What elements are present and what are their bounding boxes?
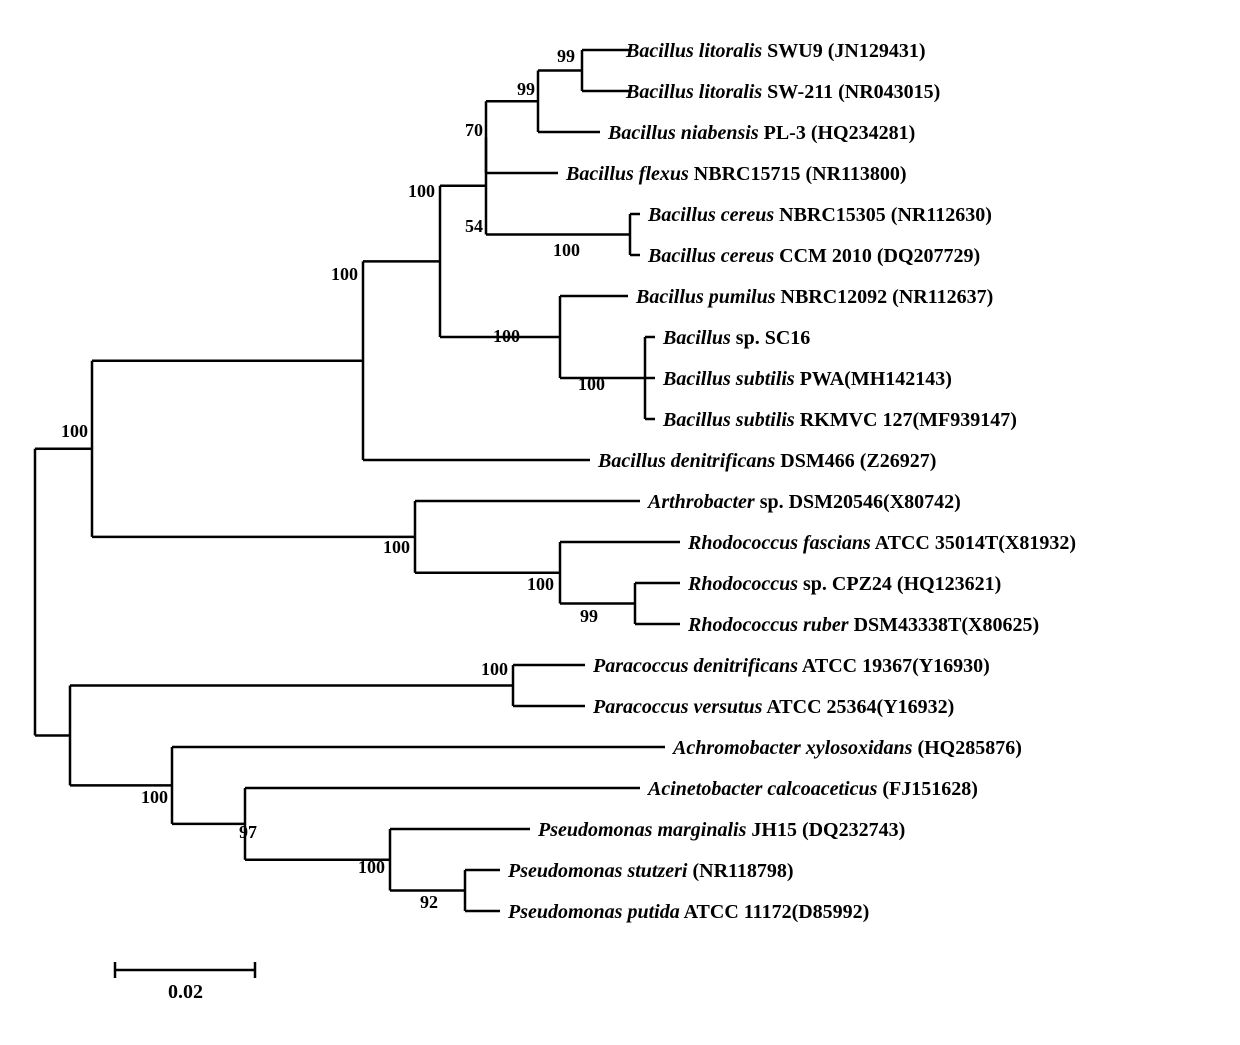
taxon-label: Bacillus litoralis SWU9 (JN129431) xyxy=(625,40,926,62)
taxon-label: Pseudomonas putida ATCC 11172(D85992) xyxy=(507,901,869,923)
taxon-label: Bacillus subtilis RKMVC 127(MF939147) xyxy=(662,409,1017,431)
taxon-label: Bacillus cereus NBRC15305 (NR112630) xyxy=(647,204,992,226)
bootstrap-value: 100 xyxy=(481,659,508,679)
taxon-label: Bacillus litoralis SW-211 (NR043015) xyxy=(625,81,940,103)
bootstrap-value: 100 xyxy=(141,787,168,807)
taxon-label: Rhodococcus sp. CPZ24 (HQ123621) xyxy=(687,573,1001,595)
bootstrap-value: 100 xyxy=(408,181,435,201)
taxon-label: Bacillus pumilus NBRC12092 (NR112637) xyxy=(635,286,993,308)
taxon-label: Bacillus subtilis PWA(MH142143) xyxy=(662,368,952,390)
scale-bar-label: 0.02 xyxy=(168,981,203,1003)
taxon-label: Paracoccus denitrificans ATCC 19367(Y169… xyxy=(592,655,990,677)
taxon-label: Bacillus cereus CCM 2010 (DQ207729) xyxy=(647,245,980,267)
taxon-label: Arthrobacter sp. DSM20546(X80742) xyxy=(646,491,961,513)
bootstrap-value: 100 xyxy=(527,574,554,594)
taxon-label: Achromobacter xylosoxidans (HQ285876) xyxy=(671,737,1022,759)
taxon-label: Pseudomonas marginalis JH15 (DQ232743) xyxy=(537,819,905,841)
bootstrap-value: 92 xyxy=(420,892,438,912)
taxon-label: Bacillus denitrificans DSM466 (Z26927) xyxy=(597,450,936,472)
taxon-label: Bacillus sp. SC16 xyxy=(662,327,810,349)
taxon-label: Pseudomonas stutzeri (NR118798) xyxy=(507,860,794,882)
taxon-label: Rhodococcus ruber DSM43338T(X80625) xyxy=(687,614,1039,636)
phylogenetic-tree: 9999701005410010010010099100100100100921… xyxy=(20,20,1240,1025)
bootstrap-value: 100 xyxy=(331,264,358,284)
taxon-label: Acinetobacter calcoaceticus (FJ151628) xyxy=(646,778,978,800)
taxon-label: Bacillus flexus NBRC15715 (NR113800) xyxy=(565,163,907,185)
bootstrap-value: 99 xyxy=(557,46,575,66)
bootstrap-value: 100 xyxy=(553,240,580,260)
taxon-label: Paracoccus versutus ATCC 25364(Y16932) xyxy=(592,696,954,718)
bootstrap-value: 100 xyxy=(61,421,88,441)
bootstrap-value: 100 xyxy=(383,537,410,557)
bootstrap-value: 54 xyxy=(465,216,483,236)
taxon-label: Rhodococcus fascians ATCC 35014T(X81932) xyxy=(687,532,1076,554)
bootstrap-value: 70 xyxy=(465,120,483,140)
bootstrap-value: 99 xyxy=(580,606,598,626)
taxon-label: Bacillus niabensis PL-3 (HQ234281) xyxy=(607,122,915,144)
bootstrap-value: 99 xyxy=(517,79,535,99)
